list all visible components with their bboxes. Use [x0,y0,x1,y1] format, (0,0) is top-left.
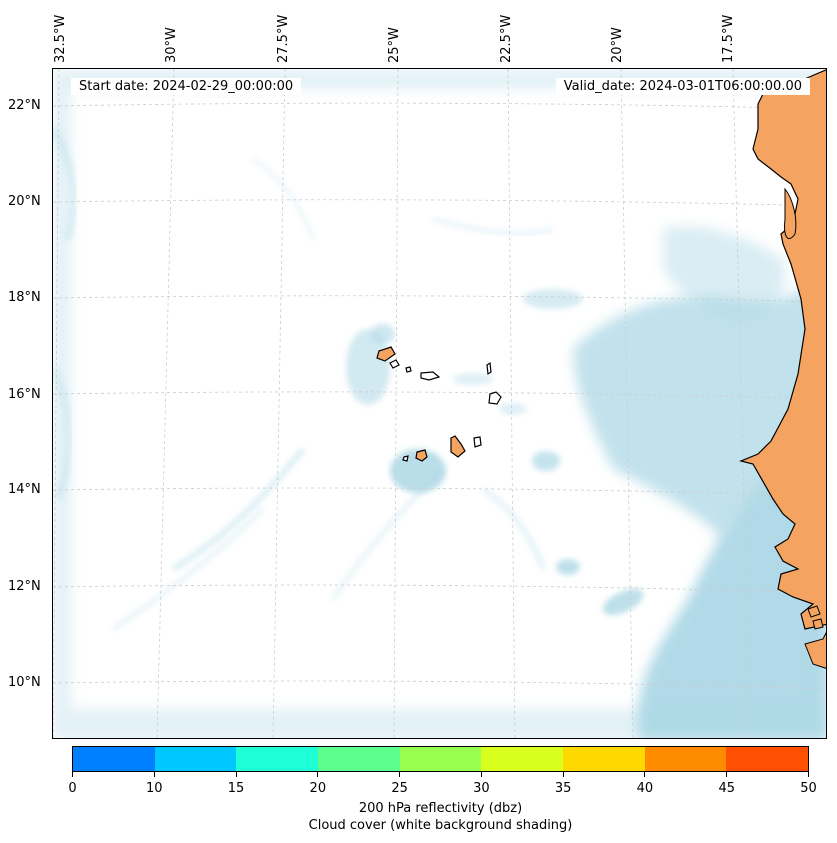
colorbar-tick [480,772,482,777]
colorbar-segment [644,747,727,771]
map-gridlines [53,69,826,738]
lat-label-14n: 14°N [8,482,41,497]
colorbar-segment [399,747,482,771]
colorbar-tick-label: 10 [145,781,163,796]
lon-label-30w: 30°W [164,27,179,63]
colorbar-label: 200 hPa reflectivity (dbz) [358,801,523,816]
colorbar-tick [399,772,401,777]
colorbar-tick-label: 40 [636,781,654,796]
colorbar-segment [726,747,809,771]
colorbar-segment [154,747,237,771]
colorbar-tick [235,772,237,777]
start-date-label: Start date: 2024-02-29_00:00:00 [71,78,302,95]
colorbar-segment [236,747,319,771]
colorbar-tick-label: 15 [227,781,245,796]
colorbar [72,746,809,772]
lat-label-12n: 12°N [8,579,41,594]
lat-label-18n: 18°N [8,290,41,305]
colorbar-tick [726,772,728,777]
colorbar-tick-label: 20 [309,781,327,796]
lon-label-17-5w: 17.5°W [721,14,736,63]
colorbar-tick [72,772,73,777]
lat-label-20n: 20°N [8,194,41,209]
colorbar-tick [562,772,564,777]
colorbar-segment [318,747,400,771]
colorbar-tick-label: 50 [800,781,817,796]
map-panel[interactable]: Start date: 2024-02-29_00:00:00 Valid_da… [52,68,827,739]
map-canvas: Start date: 2024-02-29_00:00:00 Valid_da… [53,69,826,738]
colorbar-tick [317,772,319,777]
colorbar-tick [808,772,809,777]
colorbar-tick [644,772,646,777]
colorbar-tick [153,772,155,777]
colorbar-tick-label: 0 [68,781,77,796]
colorbar-segment [73,747,155,771]
cloud-cover-shading [53,69,826,738]
colorbar-tick-label: 45 [718,781,735,796]
colorbar-segment [563,747,645,771]
lat-label-10n: 10°N [8,675,41,690]
colorbar-tick-label: 25 [391,781,408,796]
cape-verde-islands [376,346,502,462]
lon-label-25w: 25°W [387,27,402,63]
colorbar-segment [481,747,564,771]
lat-label-22n: 22°N [8,98,41,113]
african-mainland [739,69,826,669]
lon-label-32-5w: 32.5°W [53,14,68,63]
colorbar-tick-label: 35 [554,781,572,796]
colorbar-tick-label: 30 [473,781,490,796]
lon-label-27-5w: 27.5°W [276,14,291,63]
lon-label-20w: 20°W [610,27,625,63]
colorbar-sublabel: Cloud cover (white background shading) [308,818,573,833]
lon-label-22-5w: 22.5°W [499,14,514,63]
lat-label-16n: 16°N [8,387,41,402]
valid-date-label: Valid_date: 2024-03-01T06:00:00.00 [555,78,810,95]
